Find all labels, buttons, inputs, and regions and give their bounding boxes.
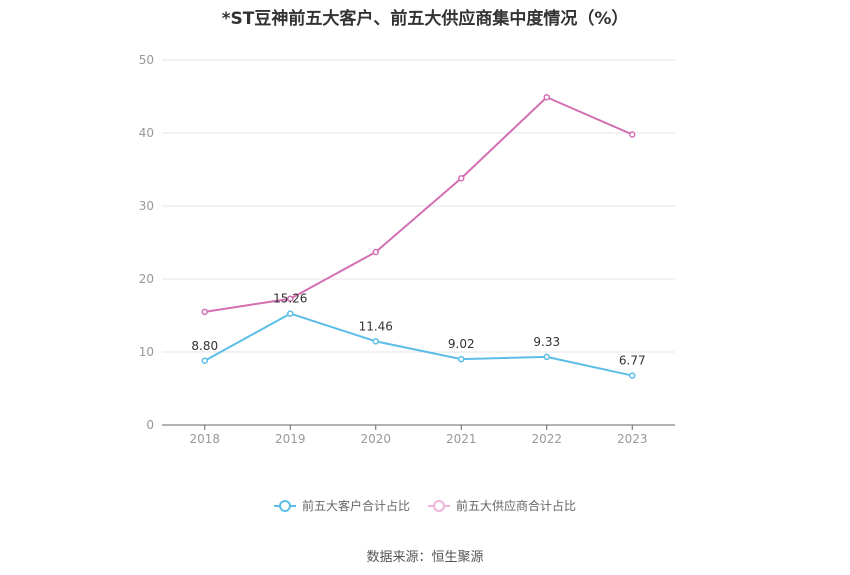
data-point <box>543 353 550 361</box>
x-tick-label: 2023 <box>617 432 648 446</box>
y-tick-label: 40 <box>139 126 154 140</box>
x-tick-label: 2018 <box>189 432 220 446</box>
y-tick-label: 30 <box>139 199 154 213</box>
data-point <box>201 308 208 316</box>
data-label: 11.46 <box>359 319 393 333</box>
x-tick-label: 2019 <box>275 432 306 446</box>
legend-item-suppliers[interactable]: 前五大供应商合计占比 <box>428 497 576 514</box>
legend-item-customers[interactable]: 前五大客户合计占比 <box>273 497 410 514</box>
data-label: 6.77 <box>619 354 646 368</box>
series-line-1 <box>204 96 633 313</box>
data-point <box>287 295 294 302</box>
data-label: 15.26 <box>273 292 307 306</box>
data-point <box>458 175 465 182</box>
y-tick-label: 0 <box>146 418 154 432</box>
data-point <box>372 248 379 256</box>
data-label: 8.80 <box>191 339 218 353</box>
data-point <box>543 93 550 101</box>
data-point <box>629 131 636 138</box>
data-point <box>458 355 465 363</box>
data-point <box>201 357 208 365</box>
legend-label-suppliers: 前五大供应商合计占比 <box>456 499 577 513</box>
x-tick-label: 2022 <box>531 432 562 446</box>
y-tick-label: 10 <box>139 345 154 359</box>
data-point <box>629 372 636 379</box>
legend-swatch-customers <box>273 499 296 513</box>
y-tick-label: 20 <box>139 272 154 286</box>
series-line-0 <box>204 312 633 377</box>
x-tick-label: 2020 <box>360 432 391 446</box>
data-source: 数据来源：恒生聚源 <box>366 550 484 565</box>
data-point <box>287 310 294 317</box>
data-label: 9.02 <box>448 337 475 351</box>
data-label: 9.33 <box>533 335 560 349</box>
legend-swatch-suppliers <box>428 499 450 513</box>
x-tick-label: 2021 <box>446 432 477 446</box>
data-point <box>372 338 379 345</box>
legend: 前五大客户合计占比 前五大供应商合计占比 <box>0 497 850 514</box>
chart-title: *ST豆神前五大客户、前五大供应商集中度情况（%） <box>221 9 629 29</box>
legend-label-customers: 前五大客户合计占比 <box>301 499 410 513</box>
y-tick-label: 50 <box>139 53 154 67</box>
